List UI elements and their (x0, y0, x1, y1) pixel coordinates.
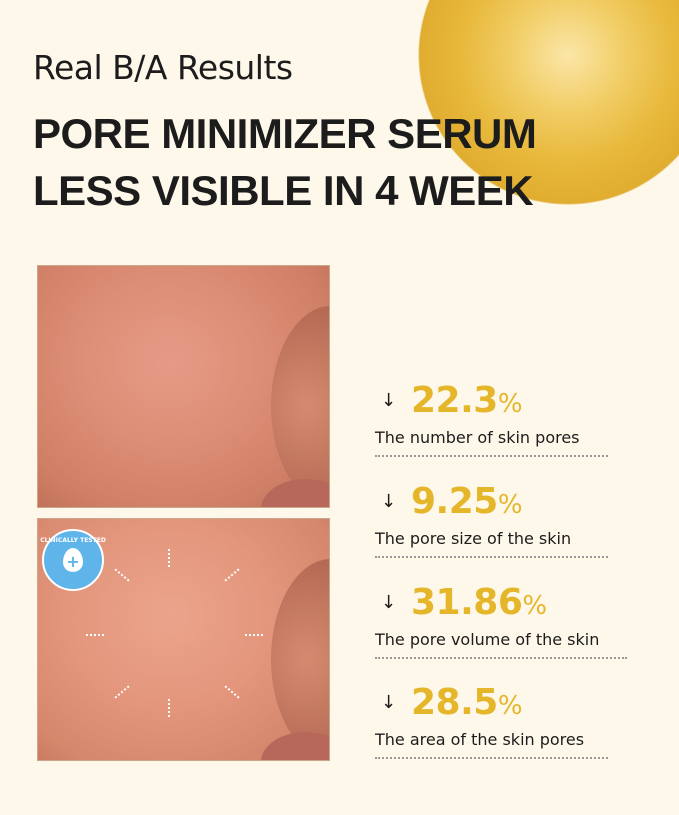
stat-label: The pore size of the skin (375, 529, 572, 548)
stat-label: The area of the skin pores (375, 730, 585, 749)
title-line-2: LESS VISIBLE IN 4 WEEK (33, 167, 534, 214)
highlight-mark (114, 568, 130, 582)
stat-item: ↓ 31.86% The pore volume of the skin (375, 582, 630, 662)
serum-drop-orb (418, 0, 679, 205)
dotted-divider (375, 556, 608, 558)
arrow-down-icon: ↓ (381, 491, 397, 512)
title-line-1: PORE MINIMIZER SERUM (33, 110, 537, 157)
stat-label: The pore volume of the skin (375, 630, 600, 649)
stat-value: 22.3% (411, 380, 523, 421)
stat-item: ↓ 9.25% The pore size of the skin (375, 481, 630, 561)
subtitle: Real B/A Results (33, 48, 293, 87)
highlight-mark (168, 699, 170, 717)
drop-plus-icon: + (63, 548, 83, 572)
stat-value: 28.5% (411, 682, 523, 723)
after-photo: CLINICALLY TESTED + (37, 518, 330, 761)
stat-label: The number of skin pores (375, 428, 580, 447)
highlight-mark (86, 634, 104, 636)
stat-item: ↓ 22.3% The number of skin pores (375, 380, 630, 460)
highlight-mark (224, 685, 240, 699)
before-photo (37, 265, 330, 508)
highlight-mark (224, 568, 240, 582)
arrow-down-icon: ↓ (381, 390, 397, 411)
dotted-divider (375, 455, 608, 457)
arrow-down-icon: ↓ (381, 692, 397, 713)
stat-item: ↓ 28.5% The area of the skin pores (375, 682, 630, 762)
clinically-tested-badge: CLINICALLY TESTED + (40, 529, 106, 591)
highlight-mark (114, 685, 130, 699)
dotted-divider (375, 757, 608, 759)
highlight-mark (245, 634, 263, 636)
badge-text: CLINICALLY TESTED (40, 537, 106, 544)
stat-value: 31.86% (411, 582, 547, 623)
dotted-divider (375, 657, 627, 659)
highlight-mark (168, 549, 170, 567)
stat-value: 9.25% (411, 481, 523, 522)
arrow-down-icon: ↓ (381, 592, 397, 613)
